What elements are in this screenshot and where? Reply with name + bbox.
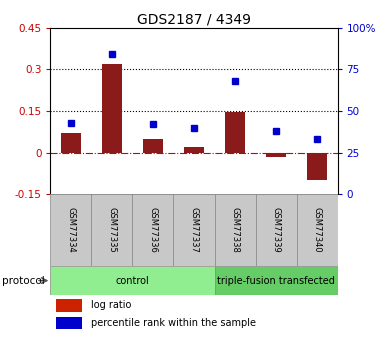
Bar: [215, 194, 256, 266]
Bar: [173, 194, 215, 266]
Text: GSM77338: GSM77338: [230, 207, 239, 253]
Bar: [61, 133, 81, 152]
Text: GSM77334: GSM77334: [66, 207, 75, 253]
Text: GSM77337: GSM77337: [189, 207, 199, 253]
Bar: [307, 152, 327, 180]
Bar: [56, 317, 82, 329]
Bar: [102, 64, 122, 152]
Bar: [184, 147, 204, 152]
Text: percentile rank within the sample: percentile rank within the sample: [91, 318, 256, 328]
Bar: [56, 299, 82, 312]
Text: GSM77340: GSM77340: [313, 207, 322, 253]
Bar: [143, 139, 163, 152]
Text: triple-fusion transfected: triple-fusion transfected: [217, 276, 335, 286]
Bar: [132, 194, 173, 266]
Bar: [296, 194, 338, 266]
Text: control: control: [116, 276, 149, 286]
Text: GSM77336: GSM77336: [149, 207, 158, 253]
Bar: [92, 194, 132, 266]
Bar: [215, 266, 338, 295]
Bar: [50, 266, 215, 295]
Bar: [256, 194, 296, 266]
Text: log ratio: log ratio: [91, 300, 131, 310]
Bar: [266, 152, 286, 157]
Bar: [225, 112, 245, 152]
Text: GSM77335: GSM77335: [107, 207, 116, 253]
Text: GSM77339: GSM77339: [272, 207, 281, 253]
Title: GDS2187 / 4349: GDS2187 / 4349: [137, 12, 251, 27]
Text: protocol: protocol: [2, 276, 45, 286]
Bar: [50, 194, 92, 266]
